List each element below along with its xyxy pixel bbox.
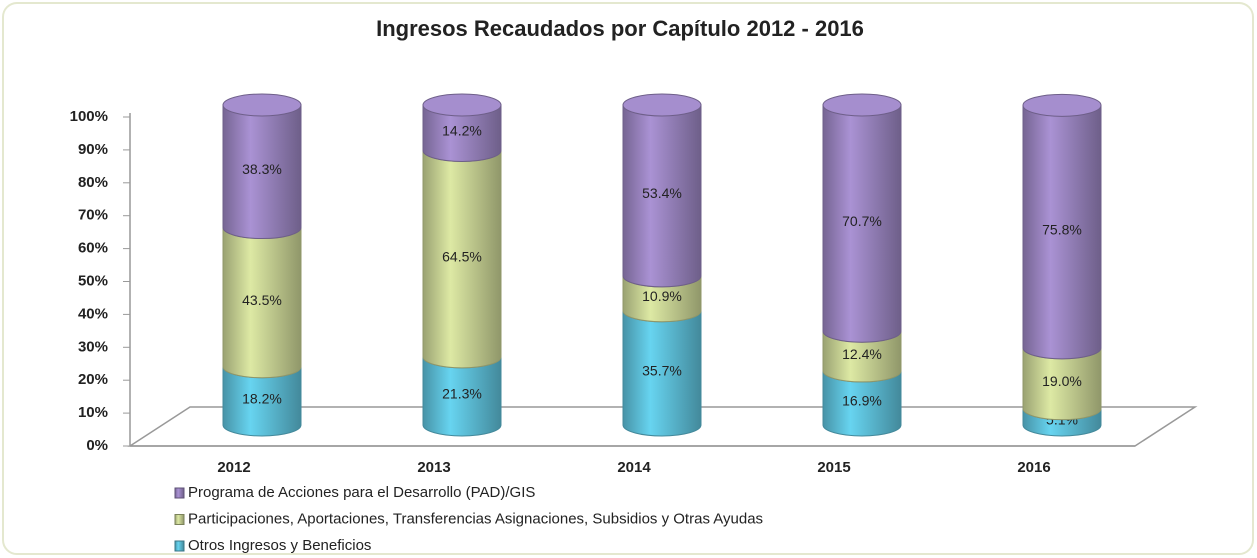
legend-label: Programa de Acciones para el Desarrollo … [188, 484, 535, 501]
chart-title: Ingresos Recaudados por Capítulo 2012 - … [376, 16, 864, 41]
data-label: 38.3% [242, 161, 282, 177]
cylinder-cap [622, 93, 702, 117]
cylinder-body [822, 104, 902, 343]
cylinder-cap [822, 93, 902, 117]
data-label: 12.4% [842, 346, 882, 362]
data-label: 19.0% [1042, 373, 1082, 389]
cylinder-cap [1022, 93, 1102, 117]
cylinder-body [422, 356, 502, 437]
cylinder-body [422, 149, 502, 369]
cylinder-body [622, 275, 702, 323]
data-label: 10.9% [642, 288, 682, 304]
cylinder-body [822, 330, 902, 383]
cylinder-body [222, 366, 302, 437]
y-tick-label: 70% [78, 207, 108, 224]
y-tick-label: 100% [70, 108, 108, 125]
data-label: 53.4% [642, 185, 682, 201]
cylinder-body [622, 310, 702, 437]
cylinder-cap [422, 93, 502, 117]
data-label: 21.3% [442, 386, 482, 402]
cylinder-body [1022, 347, 1102, 421]
data-label: 70.7% [842, 213, 882, 229]
cylinder-segment [822, 93, 902, 343]
cylinder-body [1022, 104, 1102, 360]
cylinder-body [422, 104, 502, 162]
legend-swatch [174, 514, 185, 525]
data-label: 64.5% [442, 248, 482, 264]
legend-swatch [174, 540, 185, 552]
legend-swatch [174, 487, 185, 499]
legend-label: Participaciones, Aportaciones, Transfere… [188, 510, 763, 527]
cylinder-body [222, 227, 302, 379]
y-tick-label: 20% [78, 371, 108, 388]
y-tick-label: 90% [78, 141, 108, 158]
y-tick-label: 30% [78, 338, 108, 355]
y-tick-label: 40% [78, 305, 108, 322]
cylinder-segment [1022, 93, 1102, 360]
cylinder-body [622, 104, 702, 288]
y-tick-label: 50% [78, 272, 108, 289]
x-tick-label: 2015 [817, 459, 850, 476]
y-tick-label: 80% [78, 174, 108, 191]
data-label: 18.2% [242, 391, 282, 407]
cylinder-body [822, 370, 902, 437]
cylinder-segment [222, 93, 302, 240]
data-label: 75.8% [1042, 221, 1082, 237]
cylinder-body [222, 104, 302, 240]
data-label: 35.7% [642, 363, 682, 379]
y-tick-label: 10% [78, 404, 108, 421]
data-label: 14.2% [442, 122, 482, 138]
data-label: 43.5% [242, 292, 282, 308]
cylinder-cap [222, 93, 302, 117]
data-label: 16.9% [842, 393, 882, 409]
x-tick-label: 2014 [617, 459, 651, 476]
legend-label: Otros Ingresos y Beneficios [188, 537, 371, 554]
cylinder-segment [622, 93, 702, 288]
y-tick-label: 0% [86, 437, 108, 454]
y-tick-label: 60% [78, 240, 108, 257]
x-tick-label: 2016 [1017, 459, 1050, 476]
x-tick-label: 2013 [417, 459, 450, 476]
x-tick-label: 2012 [217, 459, 250, 476]
cylinder-segment [422, 93, 502, 162]
